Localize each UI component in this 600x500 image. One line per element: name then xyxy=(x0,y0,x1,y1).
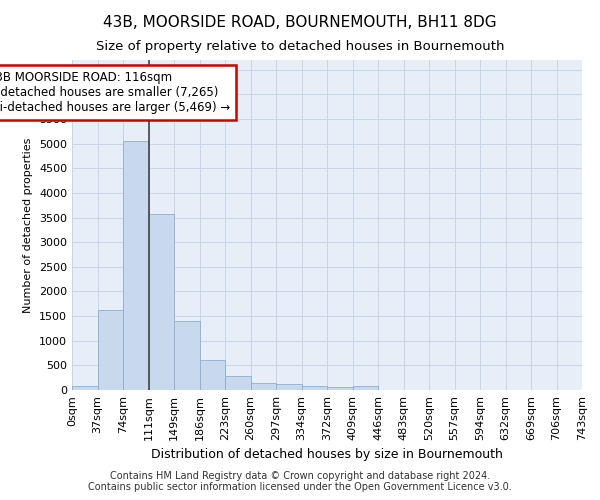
Bar xyxy=(327,388,353,390)
Y-axis label: Number of detached properties: Number of detached properties xyxy=(23,138,34,312)
Bar xyxy=(97,310,123,390)
Bar xyxy=(276,384,302,390)
Text: 43B MOORSIDE ROAD: 116sqm
← 57% of detached houses are smaller (7,265)
43% of se: 43B MOORSIDE ROAD: 116sqm ← 57% of detac… xyxy=(0,71,230,114)
Bar xyxy=(225,376,251,390)
Bar xyxy=(199,360,225,390)
Bar xyxy=(251,383,276,390)
Bar xyxy=(123,141,149,390)
Text: 43B, MOORSIDE ROAD, BOURNEMOUTH, BH11 8DG: 43B, MOORSIDE ROAD, BOURNEMOUTH, BH11 8D… xyxy=(103,15,497,30)
Text: Size of property relative to detached houses in Bournemouth: Size of property relative to detached ho… xyxy=(96,40,504,53)
Bar xyxy=(174,320,199,390)
Bar xyxy=(72,386,97,390)
Bar xyxy=(302,386,327,390)
X-axis label: Distribution of detached houses by size in Bournemouth: Distribution of detached houses by size … xyxy=(151,448,503,462)
Bar xyxy=(353,386,378,390)
Text: Contains HM Land Registry data © Crown copyright and database right 2024.
Contai: Contains HM Land Registry data © Crown c… xyxy=(88,471,512,492)
Bar xyxy=(149,214,174,390)
